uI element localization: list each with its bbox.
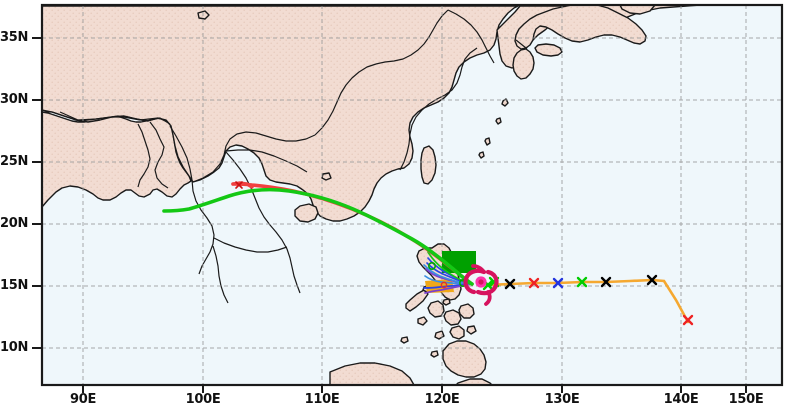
land-islet-2 <box>442 298 451 306</box>
border-laos-vietnam <box>225 151 301 294</box>
cyclone-tail-upper <box>471 264 486 274</box>
land-japan-shikoku <box>534 43 563 57</box>
border-china-vietnam <box>225 149 308 173</box>
cyclone-core-inner <box>478 279 484 285</box>
border-china-inner-3 <box>375 9 449 65</box>
xtick-label-100E: 100E <box>185 392 221 407</box>
border-china-ne <box>447 9 495 64</box>
land-islet-5 <box>466 325 477 335</box>
land-hongkong-islet <box>321 172 332 181</box>
border-china-coast-e <box>399 47 478 171</box>
forecast-track-green <box>162 187 474 286</box>
border-korea-split <box>515 39 527 49</box>
border-thai-cambodia <box>213 237 288 253</box>
ytick-label-30N: 30N <box>0 92 29 107</box>
land-islet-3 <box>417 316 428 326</box>
ensemble-line-5 <box>423 283 472 289</box>
forecast-tracks <box>162 181 474 286</box>
land-hainan <box>294 203 319 223</box>
land-hokkaido <box>619 5 656 15</box>
land-sulawesi-sliver <box>455 378 493 385</box>
xtick-label-120E: 120E <box>424 392 460 407</box>
forecast-node-2 <box>427 261 436 270</box>
ytick-label-35N: 35N <box>0 30 29 45</box>
past-track-markers <box>482 274 694 326</box>
land-japan-honshu <box>514 5 647 50</box>
forecast-marker-red-end <box>235 181 243 189</box>
border-china-inner-1 <box>192 131 316 183</box>
land-mindoro <box>427 300 445 318</box>
land-islet-7 <box>400 336 409 344</box>
cyclone-arm-lower <box>475 269 499 296</box>
xtick-label-150E: 150E <box>728 392 764 407</box>
land-ryukyu-3 <box>484 137 491 146</box>
ensemble-line-4 <box>424 275 472 285</box>
border-thai-myanmar-s <box>212 245 229 304</box>
cyclone-tail-lower <box>484 290 492 306</box>
land-ryukyu-2 <box>495 117 502 125</box>
ytick-label-10N: 10N <box>0 340 29 355</box>
country-borders <box>42 9 527 304</box>
past-marker-red-2 <box>682 314 694 326</box>
xtick-label-110E: 110E <box>304 392 340 407</box>
past-marker-red-1 <box>528 277 540 289</box>
past-marker-black-3 <box>646 274 658 286</box>
ytick-label-15N: 15N <box>0 278 29 293</box>
border-bangladesh <box>137 123 151 188</box>
past-marker-black-2 <box>600 276 612 288</box>
ytick-label-25N: 25N <box>0 154 29 169</box>
ytick-label-20N: 20N <box>0 216 29 231</box>
cyclone-arm-upper <box>463 268 487 295</box>
cyclone-symbol <box>463 264 499 306</box>
past-marker-green-2 <box>576 276 588 288</box>
axis-ticks <box>32 37 747 393</box>
plot-frame <box>40 3 784 387</box>
past-marker-black-1 <box>504 278 516 290</box>
border-ne-india <box>149 121 169 189</box>
xtick-label-140E: 140E <box>663 392 699 407</box>
land-visayas-3 <box>449 325 465 340</box>
land-borneo <box>329 362 415 385</box>
land-ryukyu-1 <box>501 98 509 107</box>
border-myanmar-thai <box>169 125 215 275</box>
land-japan-kyushu <box>512 48 535 80</box>
xtick-label-130E: 130E <box>544 392 580 407</box>
land-islet-6 <box>430 350 439 358</box>
border-china-inner-2 <box>314 63 377 136</box>
xtick-label-90E: 90E <box>69 392 97 407</box>
gridlines <box>42 5 782 385</box>
ensemble-line-7 <box>423 264 472 285</box>
land-visayas-2 <box>458 303 475 319</box>
land-mindanao <box>442 340 487 378</box>
land-ryukyu-4 <box>478 151 485 159</box>
land-palawan <box>405 289 429 312</box>
border-himalaya <box>42 111 171 125</box>
forecast-node-red <box>440 281 448 289</box>
land-visayas-1 <box>443 309 462 326</box>
past-marker-blue-1 <box>552 277 564 289</box>
